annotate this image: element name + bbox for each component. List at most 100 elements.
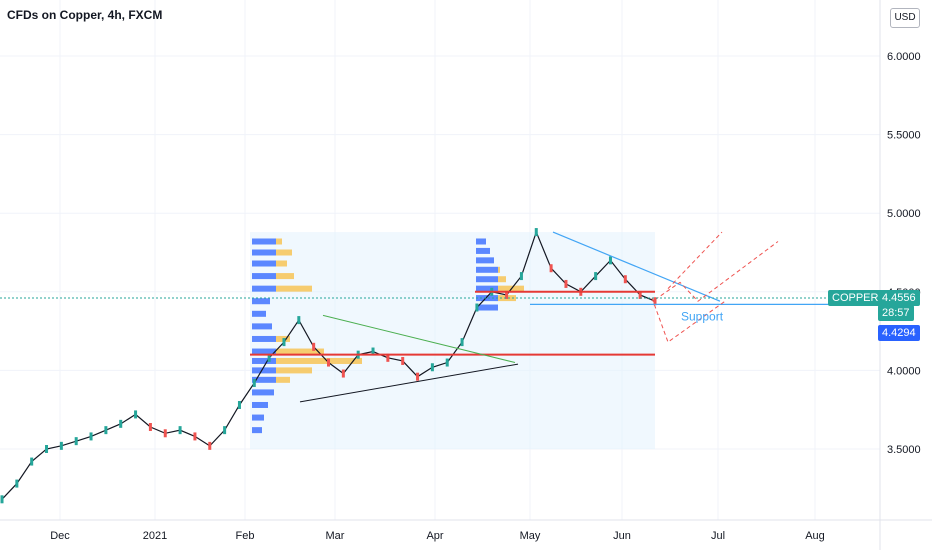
candle — [45, 445, 49, 453]
symbol-badge: COPPER — [828, 290, 883, 306]
candle — [267, 353, 271, 362]
y-tick-label: 5.0000 — [887, 208, 921, 220]
volume-bar-down — [498, 276, 506, 283]
volume-bar-down — [276, 376, 290, 383]
x-tick-label: Jun — [613, 530, 631, 542]
y-tick-label: 3.5000 — [887, 444, 921, 456]
volume-bar-up — [252, 376, 276, 383]
candle — [119, 419, 123, 428]
volume-bar-up — [252, 238, 276, 245]
candle — [15, 479, 19, 488]
x-tick-label: Apr — [426, 530, 443, 542]
volume-bar-up — [252, 310, 266, 317]
volume-bar-up — [252, 389, 274, 396]
x-tick-label: Dec — [50, 530, 70, 542]
volume-bar-up — [252, 323, 272, 330]
candle — [549, 264, 553, 273]
candle — [104, 426, 108, 435]
volume-bar-down — [498, 266, 500, 273]
candle — [653, 297, 657, 306]
volume-bar-up — [476, 295, 498, 302]
projection-path-top — [667, 231, 723, 290]
volume-bar-up — [252, 367, 276, 374]
candle — [134, 410, 138, 419]
candle — [608, 256, 612, 265]
candle — [223, 426, 227, 435]
y-tick-label: 5.5000 — [887, 130, 921, 142]
volume-bar-up — [476, 257, 494, 264]
candle — [237, 400, 241, 409]
volume-bar-up — [252, 357, 276, 364]
candle — [193, 432, 197, 441]
candle — [30, 457, 34, 466]
x-tick-label: Feb — [236, 530, 255, 542]
volume-bar-down — [276, 273, 294, 280]
candle — [178, 426, 182, 435]
candle — [505, 290, 509, 299]
volume-profile-zone — [250, 232, 655, 449]
volume-bar-up — [252, 273, 276, 280]
current-price-badge: 4.4556 — [878, 290, 920, 306]
candle — [341, 369, 345, 378]
support-label: Support — [681, 309, 724, 323]
volume-bar-down — [276, 367, 312, 374]
candle — [282, 338, 286, 347]
triangle-lower-line — [299, 363, 519, 403]
candle — [519, 272, 523, 281]
candle — [312, 342, 316, 351]
y-tick-label: 6.0000 — [887, 51, 921, 63]
candle — [297, 316, 301, 325]
volume-bar-up — [252, 414, 264, 421]
candle — [89, 432, 93, 441]
candle — [594, 272, 598, 281]
candle — [0, 495, 4, 504]
x-tick-label: Aug — [805, 530, 825, 542]
candle — [623, 275, 627, 284]
volume-bar-up — [252, 298, 270, 305]
volume-bar-down — [276, 285, 312, 292]
resistance-line — [552, 231, 721, 302]
x-tick-label: Jul — [711, 530, 725, 542]
candle — [74, 437, 78, 446]
candle — [371, 347, 375, 356]
crosshair-price-badge: 4.4294 — [878, 325, 920, 341]
volume-bar-up — [476, 285, 498, 292]
candle — [163, 429, 167, 438]
candle — [416, 372, 420, 381]
volume-bar-up — [252, 348, 276, 355]
chart-title: CFDs on Copper, 4h, FXCM — [7, 8, 163, 22]
volume-bar-up — [252, 285, 276, 292]
volume-bar-up — [476, 304, 498, 311]
volume-bar-up — [252, 249, 276, 256]
candle — [445, 358, 449, 367]
volume-bar-down — [276, 249, 292, 256]
x-tick-label: May — [520, 530, 541, 542]
countdown-badge: 28:57 — [878, 305, 914, 321]
x-tick-label: 2021 — [143, 530, 167, 542]
candle — [208, 441, 212, 450]
candle — [401, 356, 405, 365]
candle — [386, 353, 390, 362]
projection-path-lower — [651, 297, 726, 343]
volume-bar-up — [476, 238, 486, 245]
volume-bar-down — [276, 357, 362, 364]
candle — [564, 279, 568, 288]
volume-bar-up — [252, 401, 268, 408]
candle — [534, 228, 538, 237]
candle — [475, 303, 479, 312]
projection-path-upper — [654, 241, 779, 302]
volume-bar-down — [276, 348, 324, 355]
volume-bar-down — [276, 238, 282, 245]
candle — [252, 378, 256, 387]
volume-bar-up — [476, 247, 490, 254]
currency-button[interactable]: USD — [890, 8, 920, 28]
candle — [430, 363, 434, 372]
candle — [460, 338, 464, 347]
candle — [638, 290, 642, 299]
volume-bar-down — [276, 260, 287, 267]
volume-bar-up — [252, 335, 276, 342]
triangle-upper-line — [322, 314, 516, 364]
volume-bar-up — [476, 266, 498, 273]
candle — [148, 422, 152, 431]
